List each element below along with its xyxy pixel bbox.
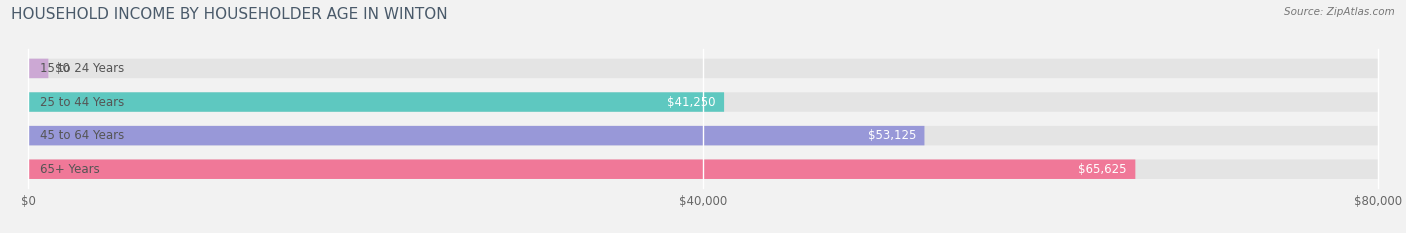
Text: 15 to 24 Years: 15 to 24 Years	[39, 62, 124, 75]
FancyBboxPatch shape	[28, 159, 1378, 179]
FancyBboxPatch shape	[28, 126, 925, 145]
Text: $65,625: $65,625	[1078, 163, 1128, 176]
FancyBboxPatch shape	[28, 59, 1378, 78]
FancyBboxPatch shape	[28, 92, 1378, 112]
Text: 25 to 44 Years: 25 to 44 Years	[39, 96, 124, 109]
Text: Source: ZipAtlas.com: Source: ZipAtlas.com	[1284, 7, 1395, 17]
Text: HOUSEHOLD INCOME BY HOUSEHOLDER AGE IN WINTON: HOUSEHOLD INCOME BY HOUSEHOLDER AGE IN W…	[11, 7, 449, 22]
Text: $41,250: $41,250	[668, 96, 716, 109]
Text: $0: $0	[55, 62, 70, 75]
FancyBboxPatch shape	[28, 126, 1378, 145]
Text: $53,125: $53,125	[868, 129, 917, 142]
FancyBboxPatch shape	[28, 159, 1135, 179]
Text: 65+ Years: 65+ Years	[39, 163, 100, 176]
FancyBboxPatch shape	[28, 92, 724, 112]
Text: 45 to 64 Years: 45 to 64 Years	[39, 129, 124, 142]
FancyBboxPatch shape	[28, 59, 48, 78]
